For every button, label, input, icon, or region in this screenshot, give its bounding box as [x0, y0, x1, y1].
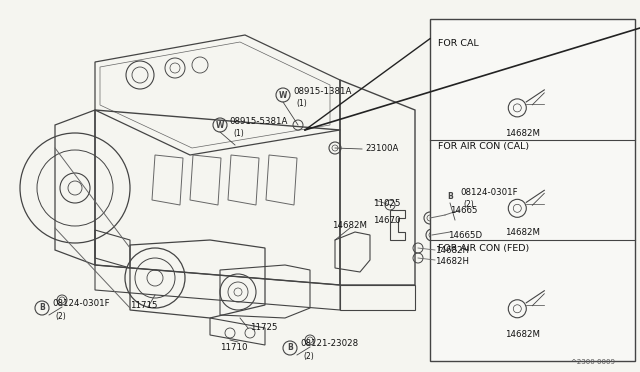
- Text: 14682M: 14682M: [505, 330, 540, 339]
- Text: FOR AIR CON (FED): FOR AIR CON (FED): [438, 244, 529, 253]
- Text: B: B: [287, 343, 293, 353]
- Text: ^2300 0009: ^2300 0009: [571, 359, 615, 365]
- Text: (2): (2): [55, 311, 66, 321]
- Text: 11725: 11725: [250, 324, 278, 333]
- Text: FOR CAL: FOR CAL: [438, 39, 479, 48]
- Text: 14665D: 14665D: [448, 231, 482, 240]
- Text: 08915-1381A: 08915-1381A: [293, 87, 351, 96]
- Text: (1): (1): [233, 128, 244, 138]
- Text: 14682M: 14682M: [505, 228, 540, 237]
- Text: 11715: 11715: [130, 301, 157, 310]
- Text: FOR AIR CON (CAL): FOR AIR CON (CAL): [438, 142, 529, 151]
- Text: 23100A: 23100A: [365, 144, 398, 153]
- Text: 14682M: 14682M: [505, 129, 540, 138]
- Text: 14682M: 14682M: [332, 221, 367, 230]
- Text: 08915-5381A: 08915-5381A: [229, 116, 287, 125]
- Text: 11025: 11025: [373, 199, 401, 208]
- Text: 14670: 14670: [373, 215, 401, 224]
- Text: 14682H: 14682H: [435, 246, 469, 254]
- Text: 08124-0301F: 08124-0301F: [460, 187, 518, 196]
- Text: (1): (1): [296, 99, 307, 108]
- Text: B: B: [447, 192, 453, 201]
- Text: 08124-0301F: 08124-0301F: [52, 299, 109, 308]
- Text: (2): (2): [303, 352, 314, 360]
- Text: 14665: 14665: [450, 205, 477, 215]
- Text: 08121-23028: 08121-23028: [300, 340, 358, 349]
- Text: W: W: [216, 121, 224, 129]
- Text: 14682H: 14682H: [435, 257, 469, 266]
- Bar: [430, 19, 635, 361]
- Text: 11710: 11710: [220, 343, 248, 353]
- Text: (2): (2): [463, 199, 474, 208]
- Text: B: B: [39, 304, 45, 312]
- Text: W: W: [279, 90, 287, 99]
